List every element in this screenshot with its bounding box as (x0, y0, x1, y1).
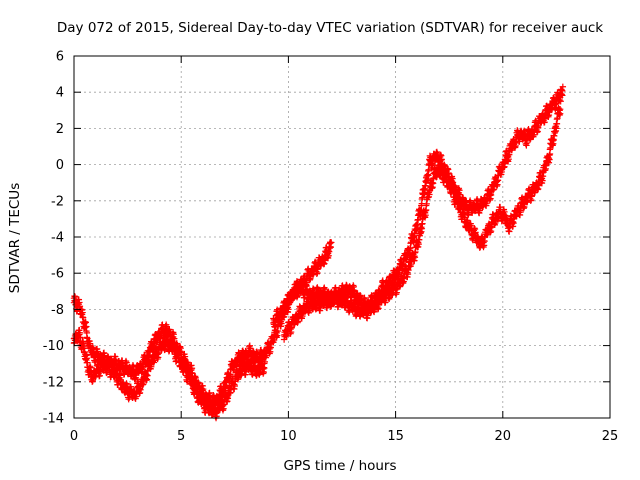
x-tick-label: 20 (495, 429, 512, 444)
chart-title: Day 072 of 2015, Sidereal Day-to-day VTE… (57, 20, 603, 36)
y-tick-label: 4 (56, 86, 64, 101)
data-point (274, 327, 281, 335)
y-tick-label: -6 (51, 267, 64, 282)
data-point (328, 239, 335, 246)
y-tick-label: 6 (56, 50, 64, 65)
data-point (144, 372, 151, 379)
x-tick-label: 5 (177, 429, 185, 444)
y-tick-label: -10 (43, 339, 64, 354)
y-tick-label: 0 (56, 158, 64, 173)
y-tick-label: 2 (56, 122, 64, 137)
data-points (70, 83, 567, 422)
y-tick-label: -12 (43, 375, 64, 390)
x-tick-label: 0 (70, 429, 78, 444)
data-point (261, 358, 269, 366)
y-tick-label: -8 (51, 303, 64, 318)
data-point (261, 364, 268, 372)
y-tick-label: -14 (43, 412, 64, 427)
data-point (425, 172, 432, 179)
x-tick-label: 15 (387, 429, 404, 444)
x-axis-title: GPS time / hours (283, 458, 396, 474)
y-axis-title: SDTVAR / TECUs (7, 183, 23, 293)
y-tick-label: -4 (51, 231, 64, 246)
x-tick-label: 25 (602, 429, 619, 444)
x-tick-label: 10 (280, 429, 297, 444)
y-tick-label: -2 (51, 194, 64, 209)
